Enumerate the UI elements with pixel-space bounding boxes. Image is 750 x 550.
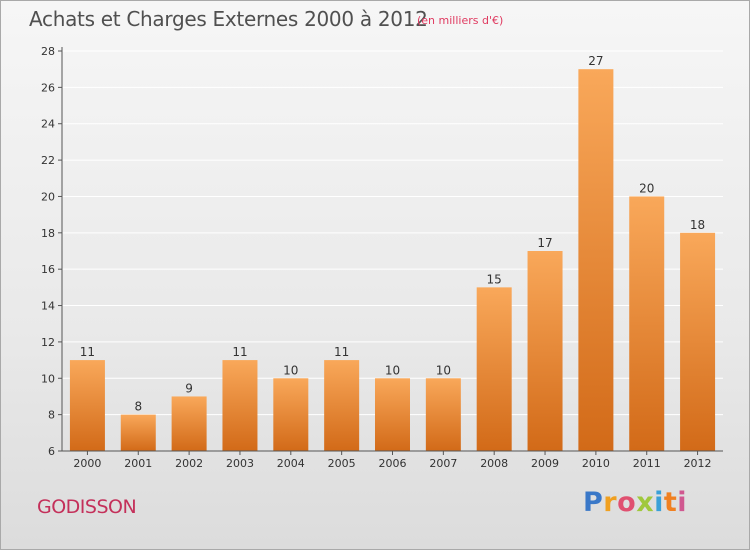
- chart-title: Achats et Charges Externes 2000 à 2012: [29, 7, 428, 31]
- bar: [680, 232, 716, 451]
- bar: [375, 378, 410, 451]
- y-tick-label: 22: [41, 154, 55, 167]
- value-label: 11: [334, 345, 349, 359]
- y-tick-label: 24: [41, 118, 55, 131]
- bar: [120, 414, 156, 451]
- y-tick-label: 8: [48, 409, 55, 422]
- bars: [69, 69, 716, 451]
- bar: [425, 378, 461, 451]
- y-tick-label: 20: [41, 190, 55, 203]
- bar: [527, 251, 563, 451]
- x-tick-label: 2003: [226, 457, 254, 470]
- value-label: 18: [690, 218, 705, 232]
- value-label: 10: [283, 363, 298, 377]
- x-tick-label: 2004: [277, 457, 305, 470]
- y-tick-label: 16: [41, 263, 55, 276]
- y-tick-label: 12: [41, 336, 55, 349]
- bar: [222, 360, 258, 451]
- x-tick-label: 2009: [531, 457, 559, 470]
- proxiti-logo: Proxiti: [583, 487, 688, 518]
- bar: [578, 69, 614, 451]
- x-tick-label: 2010: [582, 457, 610, 470]
- y-tick-label: 18: [41, 227, 55, 240]
- bar: [324, 360, 360, 451]
- value-label: 9: [185, 381, 193, 395]
- bar: [629, 196, 665, 451]
- chart-subtitle: (en milliers d'€): [417, 14, 504, 27]
- x-tick-label: 2001: [124, 457, 152, 470]
- y-tick-label: 6: [48, 445, 55, 458]
- value-label: 10: [385, 363, 400, 377]
- y-tick-label: 26: [41, 81, 55, 94]
- value-label: 20: [639, 181, 654, 195]
- value-label: 11: [232, 345, 247, 359]
- y-tick-label: 10: [41, 372, 55, 385]
- x-tick-label: 2011: [633, 457, 661, 470]
- bar: [273, 378, 309, 451]
- x-tick-label: 2012: [684, 457, 712, 470]
- value-label: 17: [537, 236, 552, 250]
- x-tick-label: 2002: [175, 457, 203, 470]
- value-label: 27: [588, 54, 603, 68]
- grid-lines: [62, 50, 723, 416]
- x-tick-label: 2006: [379, 457, 407, 470]
- y-tick-label: 14: [41, 300, 55, 313]
- place-name: GODISSON: [37, 496, 137, 518]
- x-tick-label: 2000: [73, 457, 101, 470]
- bar: [69, 360, 105, 451]
- x-tick-label: 2008: [480, 457, 508, 470]
- value-label: 15: [487, 272, 502, 286]
- value-label: 11: [80, 345, 95, 359]
- value-labels: 11 8 9 11 10 11 10 10 15 17 27 20 18: [80, 54, 705, 413]
- axes: 6 8 10 12 14 16 18 20 22 24 26 28 2000 2001 2002 2003 20…: [41, 45, 723, 470]
- bar: [171, 396, 207, 451]
- value-label: 8: [134, 400, 142, 414]
- y-tick-label: 28: [41, 45, 55, 58]
- x-tick-label: 2005: [328, 457, 356, 470]
- bar: [476, 287, 512, 451]
- value-label: 10: [436, 363, 451, 377]
- x-tick-label: 2007: [429, 457, 457, 470]
